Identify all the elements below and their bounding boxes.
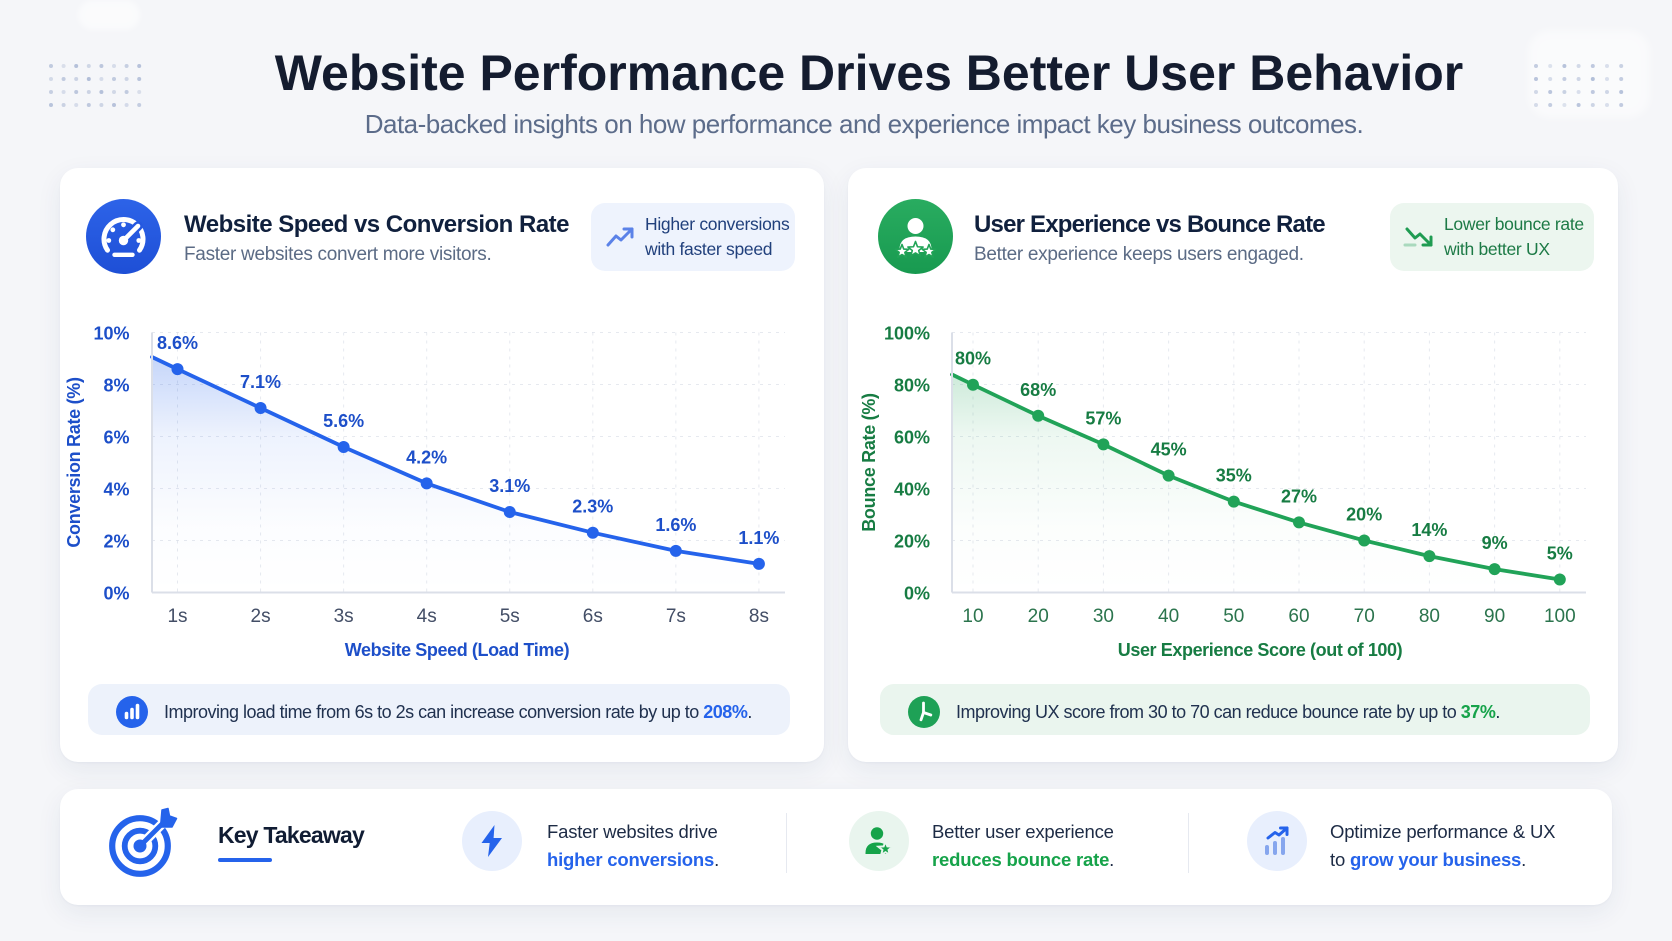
svg-text:3s: 3s xyxy=(334,606,354,627)
svg-text:50: 50 xyxy=(1223,606,1244,627)
svg-text:2s: 2s xyxy=(251,606,271,627)
svg-text:7s: 7s xyxy=(666,606,686,627)
svg-text:8%: 8% xyxy=(103,376,129,396)
svg-text:35%: 35% xyxy=(1216,466,1252,486)
svg-text:7.1%: 7.1% xyxy=(240,372,281,392)
svg-text:3.1%: 3.1% xyxy=(489,476,530,496)
svg-text:40%: 40% xyxy=(894,480,930,500)
svg-text:Conversion Rate (%): Conversion Rate (%) xyxy=(64,377,84,548)
svg-text:1.6%: 1.6% xyxy=(655,515,696,535)
svg-text:4%: 4% xyxy=(103,480,129,500)
svg-text:4s: 4s xyxy=(417,606,437,627)
svg-text:70: 70 xyxy=(1354,606,1375,627)
svg-text:1.1%: 1.1% xyxy=(738,528,779,548)
svg-text:1s: 1s xyxy=(167,606,187,627)
svg-text:80%: 80% xyxy=(955,349,991,369)
svg-text:2.3%: 2.3% xyxy=(572,497,613,517)
svg-text:68%: 68% xyxy=(1020,380,1056,400)
svg-text:100%: 100% xyxy=(884,324,930,344)
svg-text:80: 80 xyxy=(1419,606,1440,627)
svg-text:5.6%: 5.6% xyxy=(323,411,364,431)
svg-text:User Experience Score (out of: User Experience Score (out of 100) xyxy=(1118,640,1403,660)
svg-text:90: 90 xyxy=(1484,606,1505,627)
svg-text:Website Speed (Load Time): Website Speed (Load Time) xyxy=(345,640,570,660)
svg-text:10: 10 xyxy=(962,606,983,627)
svg-text:40: 40 xyxy=(1158,606,1179,627)
svg-text:30: 30 xyxy=(1093,606,1114,627)
svg-text:6%: 6% xyxy=(103,428,129,448)
svg-text:0%: 0% xyxy=(904,584,930,604)
svg-text:20%: 20% xyxy=(894,532,930,552)
svg-text:9%: 9% xyxy=(1482,533,1508,553)
svg-text:100: 100 xyxy=(1544,606,1576,627)
svg-text:80%: 80% xyxy=(894,376,930,396)
svg-text:0%: 0% xyxy=(103,584,129,604)
svg-text:4.2%: 4.2% xyxy=(406,447,447,467)
svg-text:27%: 27% xyxy=(1281,486,1317,506)
svg-text:5s: 5s xyxy=(500,606,520,627)
svg-text:20%: 20% xyxy=(1346,505,1382,525)
svg-text:45%: 45% xyxy=(1151,440,1187,460)
svg-text:57%: 57% xyxy=(1085,408,1121,428)
svg-text:14%: 14% xyxy=(1411,520,1447,540)
svg-text:8.6%: 8.6% xyxy=(157,333,198,353)
svg-text:6s: 6s xyxy=(583,606,603,627)
svg-text:10%: 10% xyxy=(93,324,129,344)
svg-text:8s: 8s xyxy=(749,606,769,627)
svg-text:2%: 2% xyxy=(103,532,129,552)
svg-text:60%: 60% xyxy=(894,428,930,448)
svg-text:5%: 5% xyxy=(1547,544,1573,564)
svg-text:60: 60 xyxy=(1288,606,1309,627)
svg-text:20: 20 xyxy=(1028,606,1049,627)
svg-text:Bounce Rate (%): Bounce Rate (%) xyxy=(859,393,879,532)
